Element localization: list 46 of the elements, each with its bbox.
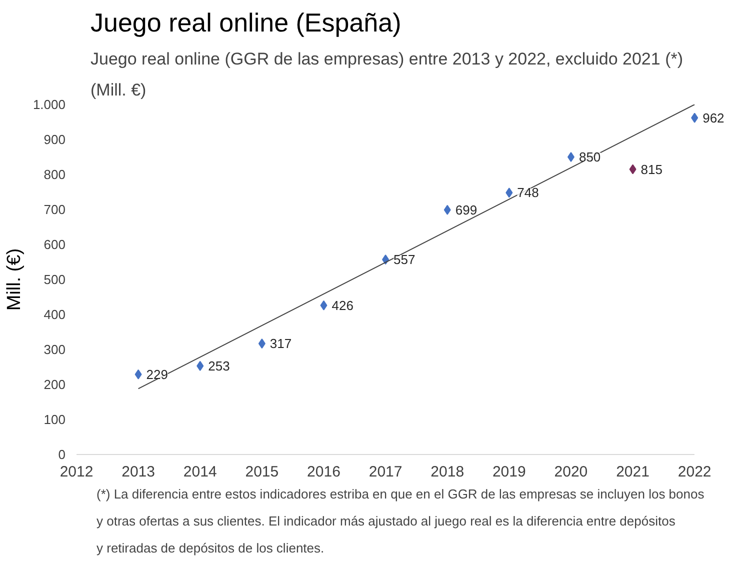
- y-tick-label: 700: [44, 202, 66, 217]
- x-tick-label: 2013: [122, 464, 155, 480]
- y-tick-label: 100: [44, 412, 66, 427]
- data-label: 962: [702, 110, 724, 126]
- x-tick-label: 2022: [678, 464, 712, 480]
- x-tick-label: 2015: [245, 464, 279, 480]
- y-tick-label: 500: [44, 272, 66, 287]
- y-tick-label: 0: [58, 447, 66, 462]
- y-tick-label: 400: [44, 307, 66, 322]
- data-label: 253: [208, 358, 230, 374]
- data-label: 748: [517, 185, 539, 200]
- x-tick-label: 2021: [616, 464, 650, 480]
- point: [691, 112, 698, 123]
- y-tick-label: 200: [44, 377, 66, 392]
- y-axis-title: Mill. (€): [4, 248, 25, 311]
- point: [196, 360, 204, 371]
- chart-title: Juego real online (España): [90, 8, 402, 38]
- text: (*) La diferencia entre estos indicadores estriba en que en el GGR de las empresas se incluyen los bonos y otras ofertas a sus clientes. El indicador más ajustado al juego real es la diferencia entre depósitos y retiradas de depósitos de los clientes.: [96, 486, 705, 556]
- data-label: 426: [332, 298, 354, 313]
- point: [134, 369, 142, 380]
- data-label: 699: [455, 202, 478, 218]
- point: [506, 188, 513, 198]
- y-tick-label: 1.000: [32, 97, 66, 112]
- x-tick-label: 2012: [60, 464, 94, 480]
- text: (Mill. €): [90, 80, 146, 100]
- x-tick-label: 2019: [492, 464, 526, 480]
- x-tick-label: 2014: [183, 464, 217, 480]
- point: [320, 300, 328, 310]
- x-tick-label: 2020: [554, 464, 588, 480]
- data-label: 557: [394, 252, 416, 268]
- data-label: 317: [270, 336, 292, 352]
- data-label: 229: [146, 366, 168, 382]
- x-tick-label: 2016: [307, 464, 340, 480]
- y-tick-label: 300: [44, 342, 66, 357]
- y-tick-label: 800: [44, 167, 66, 182]
- point: [258, 338, 266, 349]
- point: [629, 164, 636, 174]
- x-tick-label: 2018: [430, 464, 464, 480]
- y-tick-label: 600: [44, 237, 66, 252]
- point: [444, 204, 451, 215]
- data-label: 815: [640, 162, 662, 177]
- chart-subtitle: Juego real online (GGR de las empresas) entre 2013 y 2022, excluido 2021 (*): [90, 50, 684, 68]
- point: [567, 152, 574, 162]
- data-label: 850: [578, 150, 601, 164]
- x-tick-label: 2017: [368, 464, 402, 480]
- y-tick-label: 900: [44, 132, 66, 147]
